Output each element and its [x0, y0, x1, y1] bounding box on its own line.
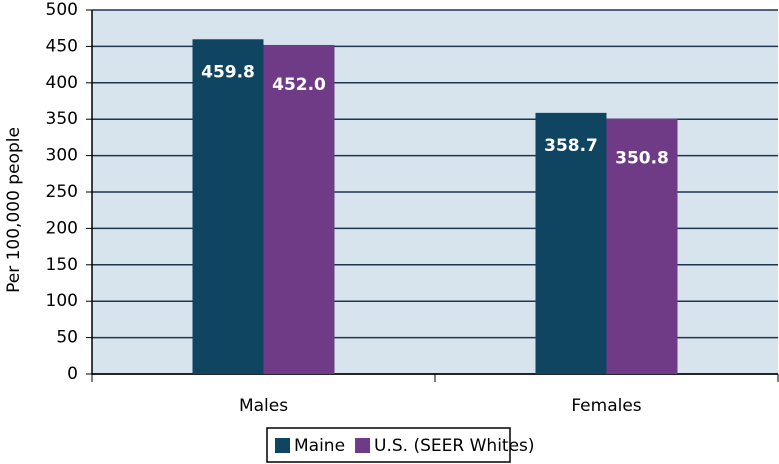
value-label: 350.8 — [615, 149, 669, 169]
legend-swatch — [275, 438, 290, 453]
legend-swatch — [355, 438, 371, 453]
x-tick-label: Females — [571, 396, 641, 416]
y-axis-label: Per 100,000 people — [4, 127, 24, 293]
y-tick-label: 500 — [46, 0, 78, 20]
value-label: 459.8 — [201, 62, 255, 82]
bar — [263, 44, 335, 374]
y-tick-label: 150 — [46, 255, 78, 275]
legend-label: U.S. (SEER Whites) — [374, 436, 535, 456]
y-tick-label: 350 — [46, 109, 78, 129]
value-label: 452.0 — [272, 75, 326, 95]
legend-box — [266, 427, 511, 463]
bar — [535, 112, 607, 375]
y-tick-label: 50 — [56, 328, 78, 348]
y-tick-label: 400 — [46, 73, 78, 93]
legend-label: Maine — [294, 436, 345, 456]
y-tick-label: 300 — [46, 146, 78, 166]
x-tick-label: Males — [239, 396, 288, 416]
y-tick-label: 100 — [46, 291, 78, 311]
value-label: 358.7 — [544, 136, 598, 156]
y-tick-label: 250 — [46, 182, 78, 202]
bar — [606, 118, 678, 374]
bar — [192, 39, 264, 375]
y-tick-label: 200 — [46, 218, 78, 238]
y-tick-label: 0 — [67, 364, 78, 384]
y-tick-label: 450 — [46, 36, 78, 56]
